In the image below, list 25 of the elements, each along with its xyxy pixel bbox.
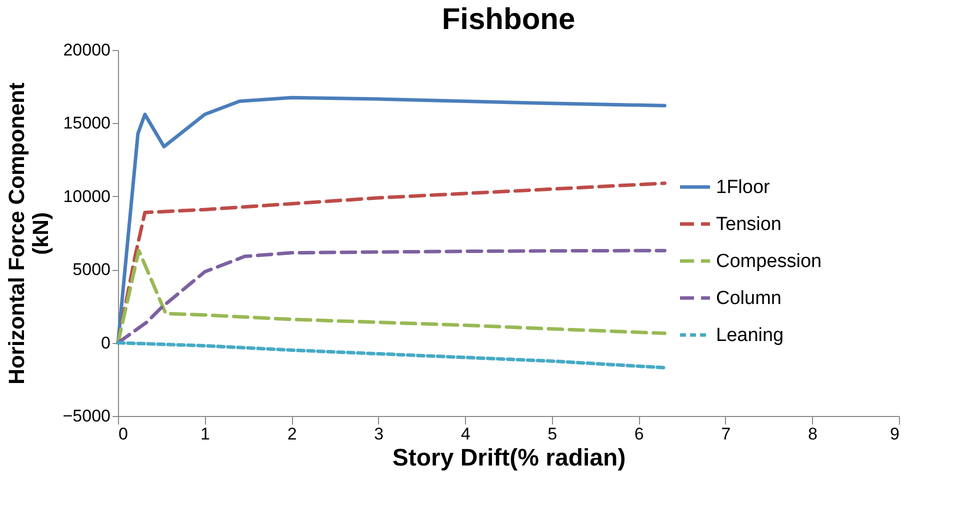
x-tick-label: 3 xyxy=(374,424,384,444)
legend-label: Tension xyxy=(716,214,782,235)
y-tick-label: 20000 xyxy=(63,40,110,60)
legend-label: Column xyxy=(716,288,782,309)
y-tick-label: −5000 xyxy=(62,406,110,426)
y-tick-label: 5000 xyxy=(72,260,110,280)
x-tick-label: 8 xyxy=(808,424,818,444)
legend-label: Compession xyxy=(716,251,822,272)
y-tick-label: 10000 xyxy=(63,186,110,206)
x-tick-label: 9 xyxy=(890,424,900,444)
chart-title: Fishbone xyxy=(442,3,576,36)
x-axis-title: Story Drift(% radian) xyxy=(392,444,626,472)
x-tick-label: 0 xyxy=(118,424,128,444)
x-tick-label: 7 xyxy=(721,424,731,444)
legend-label: Leaning xyxy=(716,325,784,346)
x-tick-label: 6 xyxy=(634,424,644,444)
line-series xyxy=(116,341,666,370)
x-tick-label: 4 xyxy=(460,424,470,444)
x-tick-label: 5 xyxy=(548,424,558,444)
y-axis-title: Horizontal Force Component (kN) xyxy=(4,82,53,384)
y-tick-label: 15000 xyxy=(63,114,110,133)
y-tick-label: 0 xyxy=(101,333,110,352)
x-tick-label: 1 xyxy=(200,424,210,444)
legend-label: 1Floor xyxy=(716,177,771,198)
x-tick-label: 2 xyxy=(287,424,297,444)
